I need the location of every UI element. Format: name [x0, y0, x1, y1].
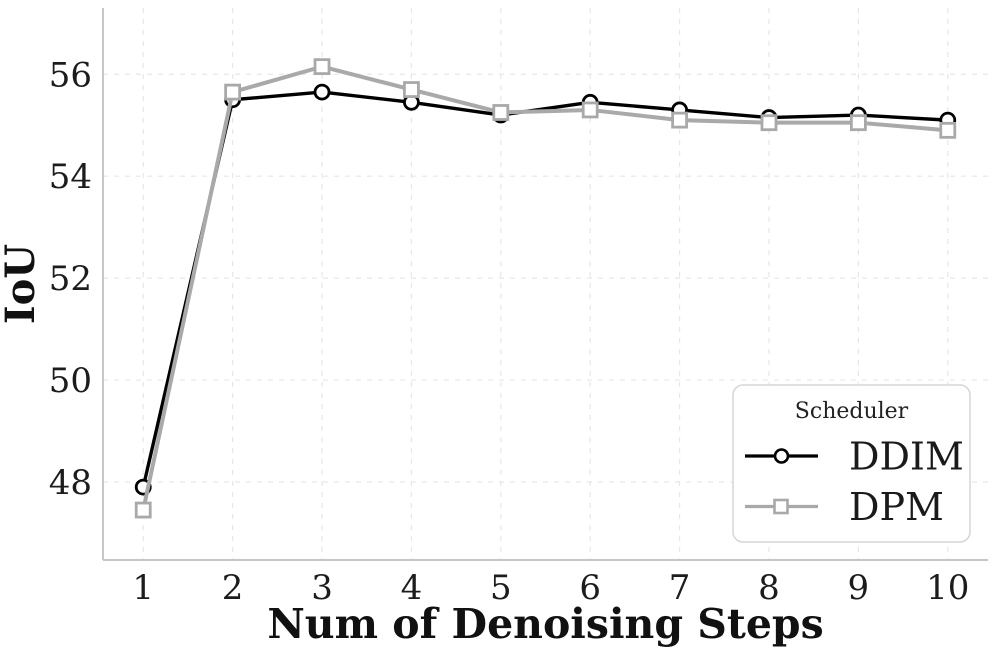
- dpm-marker: [849, 114, 867, 132]
- legend-entry-dpm: DPM: [745, 485, 944, 529]
- x-tick-3: 3: [311, 568, 333, 608]
- dpm-marker: [313, 58, 331, 76]
- x-tick-1: 1: [132, 568, 154, 608]
- legend: Scheduler DDIM DPM: [732, 384, 971, 543]
- dpm-marker: [939, 121, 957, 139]
- x-tick-6: 6: [579, 568, 601, 608]
- legend-entry-ddim: DDIM: [745, 435, 964, 479]
- x-tick-10: 10: [926, 568, 969, 608]
- dpm-marker: [671, 111, 688, 129]
- x-axis-label: Num of Denoising Steps: [267, 600, 823, 648]
- legend-box: [732, 384, 971, 543]
- y-tick-50: 50: [49, 361, 92, 401]
- x-tick-8: 8: [758, 568, 780, 608]
- legend-entry-ddim-label: DDIM: [849, 435, 964, 479]
- dpm-legend-marker-icon: [773, 498, 789, 515]
- ddim-legend-marker-icon: [773, 448, 790, 464]
- dpm-marker: [134, 501, 152, 519]
- y-tick-48: 48: [49, 463, 92, 503]
- ddim-marker: [313, 83, 331, 101]
- y-tick-52: 52: [49, 259, 92, 299]
- legend-entry-dpm-label: DPM: [849, 485, 944, 529]
- dpm-marker: [403, 81, 420, 98]
- y-tick-56: 56: [49, 55, 92, 95]
- dpm-marker: [581, 101, 599, 119]
- x-tick-4: 4: [401, 568, 423, 608]
- y-tick-54: 54: [49, 157, 92, 197]
- dpm-marker: [224, 83, 242, 101]
- x-tick-9: 9: [848, 568, 870, 608]
- y-axis-label: IoU: [0, 244, 44, 324]
- dpm-marker: [492, 104, 510, 121]
- data-series: [134, 58, 957, 519]
- axis-spines: [102, 8, 988, 561]
- ddim-line: [141, 90, 950, 489]
- x-tick-5: 5: [490, 568, 512, 608]
- dpm-marker: [760, 114, 778, 132]
- legend-title: Scheduler: [795, 399, 909, 424]
- dpm-line: [141, 64, 950, 513]
- x-tick-7: 7: [669, 568, 691, 608]
- x-tick-2: 2: [222, 568, 244, 608]
